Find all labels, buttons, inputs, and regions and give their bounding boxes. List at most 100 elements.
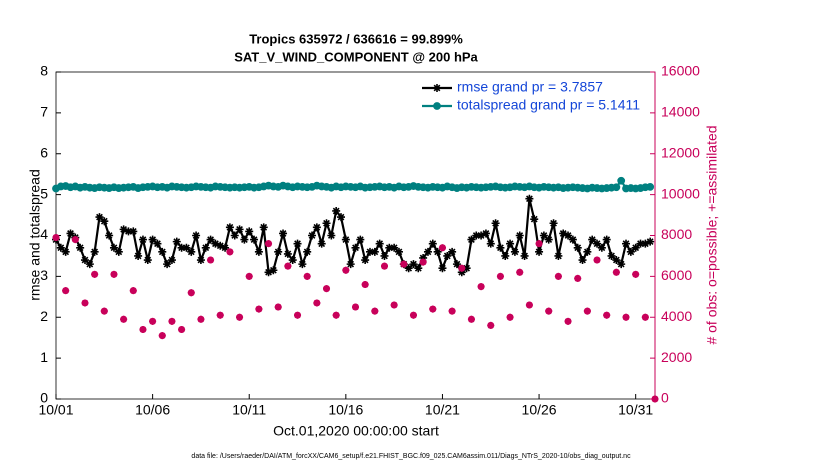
asterisk-marker	[390, 301, 398, 309]
y-tick-label: 3	[40, 267, 48, 283]
chart-title: Tropics 635972 / 636616 = 99.899%	[249, 31, 463, 46]
asterisk-marker	[178, 326, 186, 334]
asterisk-marker	[221, 243, 230, 252]
asterisk-marker	[283, 249, 292, 258]
asterisk-marker	[544, 235, 553, 244]
asterisk-marker	[380, 251, 389, 260]
asterisk-marker	[400, 260, 408, 268]
asterisk-marker	[487, 321, 495, 329]
asterisk-marker	[312, 223, 321, 232]
asterisk-marker	[365, 247, 374, 256]
asterisk-marker	[245, 272, 253, 280]
asterisk-marker	[375, 239, 384, 248]
asterisk-marker	[110, 270, 118, 278]
asterisk-marker	[607, 251, 616, 260]
y2-tick-label: 14000	[661, 104, 700, 120]
asterisk-marker	[91, 270, 99, 278]
legend-label: totalspread grand pr = 5.1411	[457, 97, 640, 113]
y2-tick-label: 2000	[661, 349, 692, 365]
asterisk-marker	[617, 260, 626, 269]
asterisk-marker	[187, 247, 196, 256]
asterisk-marker	[187, 289, 195, 297]
x-tick-label: 10/21	[425, 402, 460, 418]
asterisk-marker	[177, 243, 186, 252]
asterisk-marker	[491, 219, 500, 228]
asterisk-marker	[438, 264, 447, 273]
asterisk-marker	[346, 260, 355, 269]
asterisk-marker	[530, 215, 539, 224]
asterisk-marker	[583, 307, 591, 315]
asterisk-marker	[593, 256, 601, 264]
asterisk-marker	[216, 311, 224, 319]
asterisk-marker	[216, 241, 225, 250]
asterisk-marker	[294, 311, 302, 319]
asterisk-marker	[153, 239, 162, 248]
circle-marker	[612, 183, 621, 192]
asterisk-marker	[76, 243, 85, 252]
y-tick-label: 1	[40, 349, 48, 365]
asterisk-marker	[327, 231, 336, 240]
asterisk-marker	[636, 239, 645, 248]
asterisk-marker	[641, 239, 650, 248]
y-tick-label: 2	[40, 308, 48, 324]
asterisk-marker	[158, 332, 166, 340]
asterisk-marker	[651, 395, 659, 403]
asterisk-marker	[632, 270, 640, 278]
asterisk-marker	[182, 243, 191, 252]
y2-axis-label: # of obs: o=possible; +=assimilated	[704, 125, 720, 344]
asterisk-marker	[438, 244, 446, 252]
asterisk-marker	[602, 235, 611, 244]
legend-label: rmse grand pr = 3.7857	[457, 79, 603, 95]
asterisk-marker	[481, 229, 490, 238]
asterisk-marker	[646, 237, 655, 246]
asterisk-marker	[288, 256, 297, 265]
asterisk-marker	[129, 287, 137, 295]
asterisk-marker	[80, 256, 89, 265]
asterisk-marker	[85, 260, 94, 269]
y2-tick-label: 12000	[661, 144, 700, 160]
asterisk-marker	[404, 264, 413, 273]
y2-tick-label: 10000	[661, 185, 700, 201]
asterisk-marker	[467, 315, 475, 323]
x-tick-label: 10/26	[522, 402, 557, 418]
asterisk-marker	[516, 268, 524, 276]
asterisk-marker	[458, 264, 466, 272]
footer: data file: /Users/raeder/DAI/ATM_forcXX/…	[191, 453, 631, 460]
asterisk-marker	[114, 247, 123, 256]
asterisk-marker	[225, 223, 234, 232]
asterisk-marker	[342, 266, 350, 274]
asterisk-marker	[264, 268, 273, 277]
legend-marker	[433, 102, 441, 110]
y-tick-label: 8	[40, 63, 48, 79]
asterisk-marker	[255, 305, 263, 313]
asterisk-marker	[631, 243, 640, 252]
asterisk-marker	[506, 313, 514, 321]
asterisk-marker	[71, 236, 79, 244]
asterisk-marker	[313, 299, 321, 307]
asterisk-marker	[245, 227, 254, 236]
asterisk-marker	[496, 272, 504, 280]
asterisk-marker	[510, 247, 519, 256]
asterisk-marker	[158, 247, 167, 256]
asterisk-marker	[284, 262, 292, 270]
asterisk-marker	[265, 240, 273, 248]
asterisk-marker	[322, 219, 331, 228]
asterisk-marker	[235, 225, 244, 234]
y-tick-label: 5	[40, 185, 48, 201]
asterisk-marker	[535, 247, 544, 256]
y2-tick-label: 16000	[661, 63, 700, 79]
chart-subtitle: SAT_V_WIND_COMPONENT @ 200 hPa	[234, 49, 478, 64]
asterisk-marker	[52, 234, 60, 242]
asterisk-marker	[419, 253, 428, 262]
asterisk-marker	[525, 194, 534, 203]
asterisk-marker	[168, 317, 176, 325]
asterisk-marker	[409, 260, 418, 269]
asterisk-marker	[433, 247, 442, 256]
y2-tick-label: 6000	[661, 267, 692, 283]
asterisk-marker	[568, 235, 577, 244]
asterisk-marker	[352, 303, 359, 311]
x-tick-label: 10/06	[135, 402, 170, 418]
asterisk-marker	[100, 307, 108, 315]
asterisk-marker	[134, 251, 143, 260]
